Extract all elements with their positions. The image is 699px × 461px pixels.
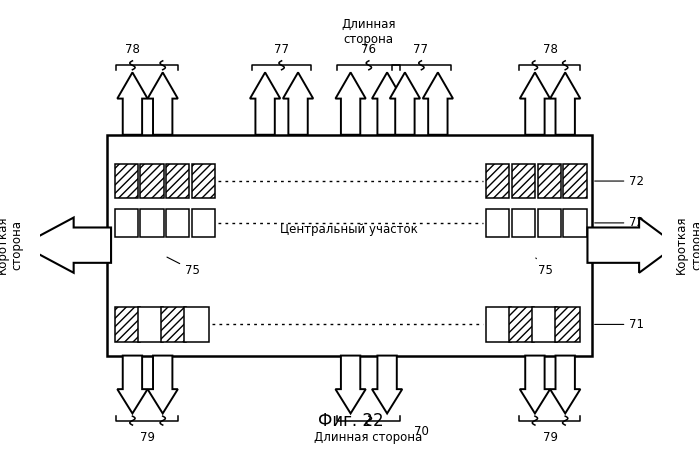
Text: Центральный участок: Центральный участок: [280, 223, 418, 236]
Bar: [563, 164, 586, 198]
Bar: [161, 307, 186, 342]
Polygon shape: [520, 72, 550, 135]
Text: Фиг. 22: Фиг. 22: [318, 412, 384, 430]
Bar: [538, 164, 561, 198]
Bar: [532, 307, 557, 342]
Bar: [115, 307, 140, 342]
Text: 77: 77: [413, 43, 428, 56]
Text: 72: 72: [595, 175, 644, 188]
Text: 71: 71: [595, 318, 644, 331]
Polygon shape: [250, 72, 280, 135]
Text: Длинная сторона: Длинная сторона: [315, 431, 422, 444]
Polygon shape: [423, 72, 453, 135]
Text: 75: 75: [167, 257, 200, 277]
Bar: [115, 164, 138, 198]
Polygon shape: [22, 218, 111, 273]
Text: 77: 77: [273, 43, 289, 56]
Bar: [184, 307, 209, 342]
Polygon shape: [520, 355, 550, 414]
Text: 72: 72: [595, 216, 644, 230]
Bar: [512, 164, 535, 198]
Text: 78: 78: [125, 43, 140, 56]
Text: Длинная
сторона: Длинная сторона: [341, 18, 396, 46]
Bar: [486, 164, 509, 198]
Polygon shape: [550, 72, 580, 135]
Bar: [166, 209, 189, 237]
Bar: [563, 209, 586, 237]
Polygon shape: [336, 355, 366, 414]
Polygon shape: [117, 355, 147, 414]
Text: 78: 78: [542, 43, 558, 56]
Polygon shape: [147, 72, 178, 135]
Bar: [138, 307, 163, 342]
Bar: [140, 209, 164, 237]
Bar: [486, 307, 511, 342]
Polygon shape: [117, 72, 147, 135]
Polygon shape: [587, 218, 677, 273]
Polygon shape: [372, 355, 402, 414]
Polygon shape: [147, 355, 178, 414]
Text: 76: 76: [361, 43, 376, 56]
Text: Короткая
сторона: Короткая сторона: [0, 216, 24, 274]
Polygon shape: [550, 355, 580, 414]
Polygon shape: [372, 72, 402, 135]
Bar: [512, 209, 535, 237]
Text: Короткая
сторона: Короткая сторона: [675, 216, 699, 274]
Bar: [486, 209, 509, 237]
Bar: [192, 209, 215, 237]
Text: 75: 75: [536, 258, 554, 277]
Bar: [192, 164, 215, 198]
Polygon shape: [283, 72, 313, 135]
Bar: [115, 209, 138, 237]
Text: 70: 70: [414, 425, 428, 438]
Bar: [166, 164, 189, 198]
Polygon shape: [390, 72, 420, 135]
Bar: [107, 135, 592, 355]
Bar: [538, 209, 561, 237]
Bar: [556, 307, 580, 342]
Text: 79: 79: [542, 431, 558, 444]
Text: 79: 79: [140, 431, 155, 444]
Polygon shape: [336, 72, 366, 135]
Bar: [509, 307, 534, 342]
Bar: [140, 164, 164, 198]
